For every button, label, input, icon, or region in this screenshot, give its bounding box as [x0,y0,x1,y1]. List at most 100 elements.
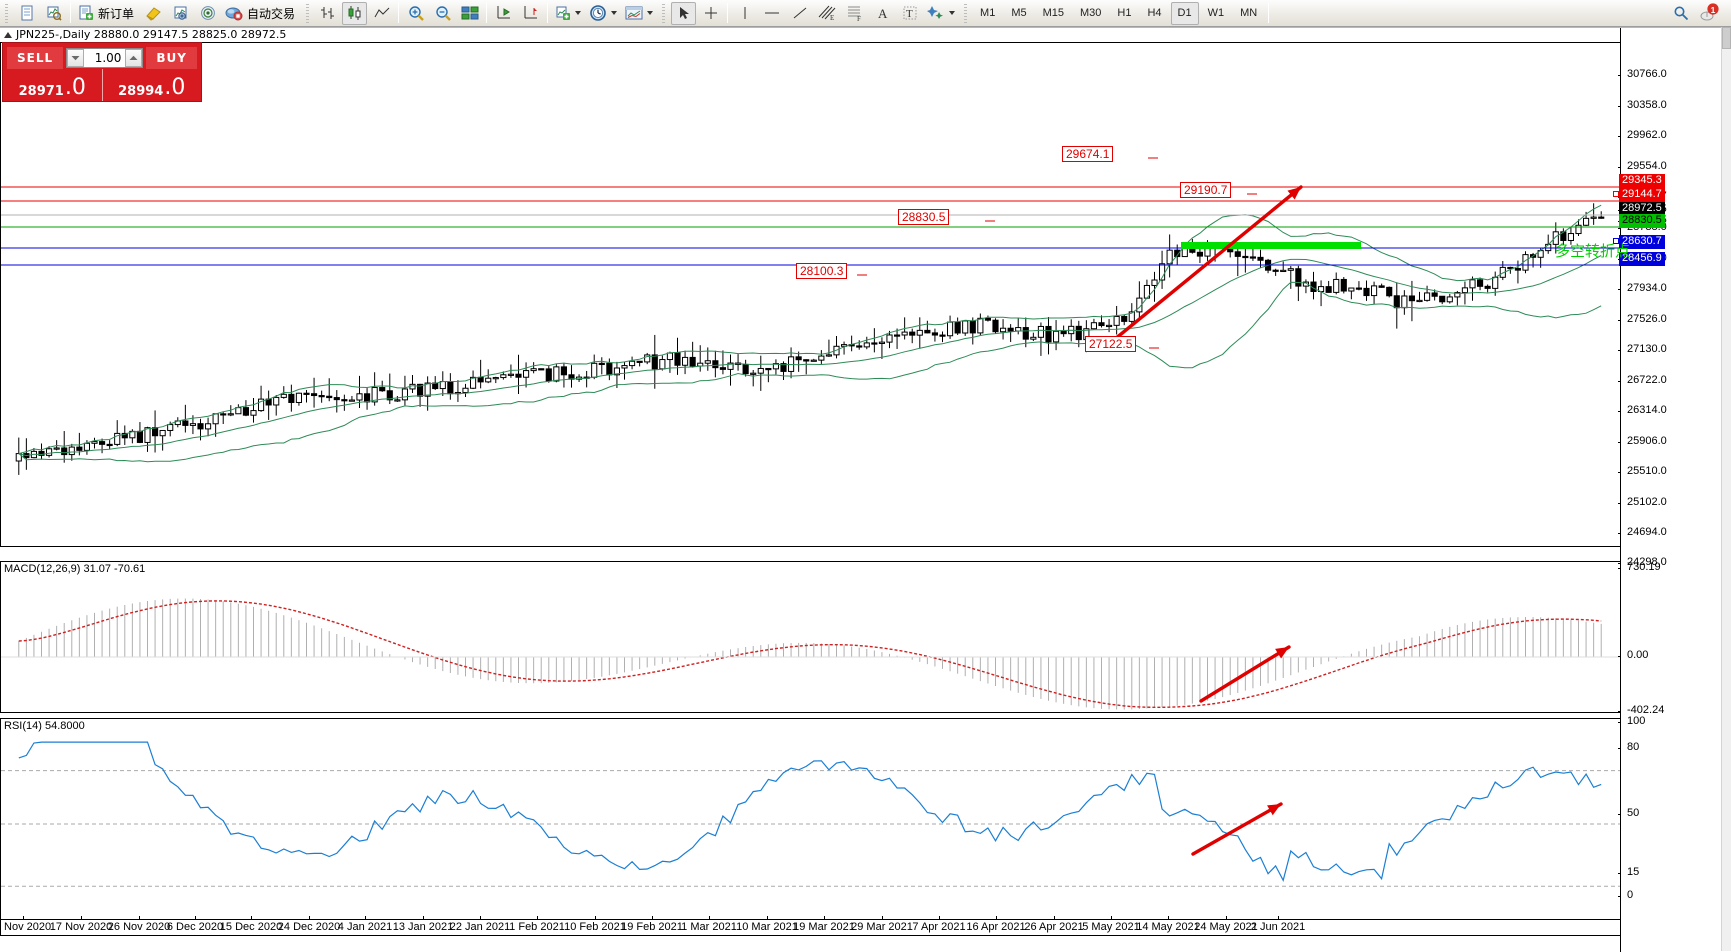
new-order-button[interactable]: 新订单 [75,2,139,25]
time-label: 14 May 2021 [1136,921,1200,933]
axis-tick [1618,106,1621,107]
text-label-icon[interactable]: T [897,2,922,25]
axis-label: 50 [1627,807,1640,819]
sell-price[interactable]: 28971 .0 [3,69,102,101]
zoom-in-icon[interactable] [403,2,428,25]
autotrading-button[interactable]: 自动交易 [222,2,300,25]
horizontal-line-icon[interactable] [759,2,785,25]
time-tick [1168,916,1169,920]
time-tick [1054,916,1055,920]
chart-window[interactable]: JPN225-,Daily 28880.0 29147.5 28825.0 28… [0,27,1731,952]
price-badge[interactable]: 28830.5 [1619,214,1665,228]
notifications-icon[interactable]: 1 [1695,2,1723,25]
trendline-icon[interactable] [787,2,812,25]
time-tick [365,916,366,920]
time-axis: 8 Nov 2020 17 Nov 2020 26 Nov 2020 6 Dec 20… [0,916,1621,935]
macd-histogram [18,598,1602,710]
timeframe-h1[interactable]: H1 [1110,2,1138,25]
chevron-down-icon[interactable] [575,11,582,15]
axis-tick [1618,563,1621,564]
templates-icon[interactable] [622,2,656,25]
price-level-marker[interactable] [1613,238,1619,244]
chart-shift-icon[interactable] [518,2,543,25]
zoom-out-icon[interactable] [430,2,455,25]
sell-button[interactable]: SELL [7,46,64,69]
time-label: 13 Jan 2021 [392,921,454,933]
volume-increase-button[interactable] [125,48,143,67]
svg-text:T: T [906,8,913,20]
periods-clock-icon[interactable] [586,2,620,25]
tile-windows-icon[interactable] [457,2,482,25]
one-click-trading-panel[interactable]: SELL 1.00 BUY 28971 .0 28994 .0 [2,42,202,102]
price-badge[interactable]: 28630.7 [1619,235,1665,249]
chevron-down-icon-2[interactable] [611,11,618,15]
price-level-marker[interactable] [1613,191,1619,197]
chevron-down-icon-4[interactable] [949,11,956,15]
buy-price[interactable]: 28994 .0 [101,69,202,101]
collapse-triangle-icon[interactable] [4,32,12,38]
timeframe-d1[interactable]: D1 [1170,1,1199,25]
timeframe-w1[interactable]: W1 [1201,2,1232,25]
search-icon[interactable] [1668,2,1693,25]
macd-pane[interactable]: MACD(12,26,9) 31.07 -70.61 [0,561,1620,713]
fibonacci-retracement-icon[interactable]: F [842,2,868,25]
scrollbar-thumb[interactable] [1722,27,1731,49]
axis-label: 25102.0 [1627,496,1667,508]
price-pane[interactable] [0,42,1620,547]
new-chart-icon[interactable] [14,2,39,25]
vertical-scrollbar[interactable] [1721,27,1731,951]
price-badge[interactable]: 28456.9 [1619,252,1665,266]
text-icon[interactable]: A [870,2,895,25]
timeframe-mn[interactable]: MN [1233,2,1264,25]
expert-advisors-icon[interactable] [168,2,193,25]
chevron-down-icon-3[interactable] [647,11,654,15]
symbol-ohlc-text: JPN225-,Daily 28880.0 29147.5 28825.0 28… [16,28,287,41]
shapes-icon[interactable] [924,2,958,25]
bar-chart-icon[interactable] [315,2,340,25]
axis-label: 25906.0 [1627,435,1667,447]
toolbar-grip[interactable] [3,3,10,23]
sell-price-integer: 28971 [18,84,64,99]
timeframe-m5[interactable]: M5 [1004,2,1033,25]
volume-stepper[interactable]: 1.00 [66,47,144,68]
time-label: 26 Nov 2020 [107,921,171,933]
timeframe-m1[interactable]: M1 [973,2,1002,25]
price-badge[interactable]: 29144.7 [1619,188,1665,202]
price-axis[interactable]: 30766.0 30358.0 29962.0 29554.0 29144.728972… [1613,28,1731,952]
rsi-pane[interactable]: RSI(14) 54.8000 8 Nov 2020 17 Nov 2020 26 … [0,718,1621,936]
timeframe-m30[interactable]: M30 [1073,2,1108,25]
axis-label: 80 [1627,741,1640,753]
vertical-line-icon[interactable] [732,2,757,25]
time-label: 10 Feb 2021 [564,921,626,933]
axis-tick [1618,533,1621,534]
time-tick [709,916,710,920]
buy-button[interactable]: BUY [146,46,197,69]
volume-decrease-button[interactable] [67,48,85,67]
timeframe-m15[interactable]: M15 [1036,2,1071,25]
toolbar-grip-3[interactable] [660,3,668,23]
price-badge[interactable]: 28972.5 [1619,202,1665,216]
equidistant-channel-icon[interactable]: E [814,2,840,25]
candlestick-chart-icon[interactable] [342,1,368,25]
volume-value[interactable]: 1.00 [94,50,122,65]
signals-icon[interactable] [195,2,220,25]
metaeditor-icon[interactable] [141,2,166,25]
timeframe-h4[interactable]: H4 [1140,2,1168,25]
time-label: 24 May 2021 [1194,921,1258,933]
line-chart-icon[interactable] [369,2,394,25]
profiles-icon[interactable] [41,2,66,25]
price-badge[interactable]: 29345.3 [1619,174,1665,188]
indicators-list-icon[interactable] [552,2,584,25]
auto-scroll-icon[interactable] [491,2,516,25]
svg-text:A: A [878,6,888,21]
cursor-arrow-icon[interactable] [671,1,697,25]
toolbar-grip-4[interactable] [962,3,970,23]
axis-label: 100 [1627,715,1646,727]
time-tick [537,916,538,920]
time-tick [423,916,424,920]
toolbar-grip-2[interactable] [304,3,312,23]
axis-label: 26314.0 [1627,404,1667,416]
crosshair-icon[interactable] [698,2,723,25]
time-tick [824,916,825,920]
time-label: 2 Jun 2021 [1250,921,1306,933]
